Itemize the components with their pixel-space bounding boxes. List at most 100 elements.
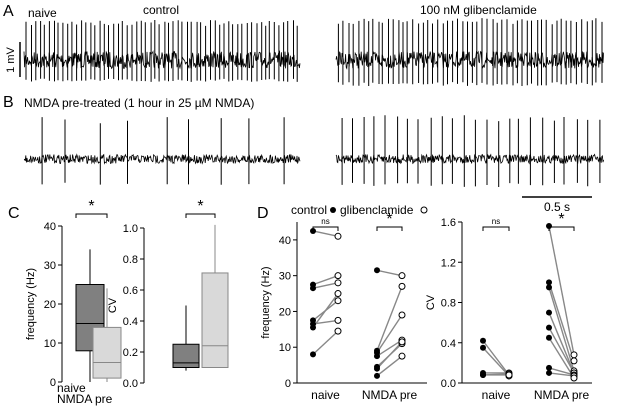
legend-control: control	[291, 203, 327, 217]
d-freq-glib-point	[334, 272, 342, 280]
d-freq-y-tick-label: 0	[285, 378, 291, 390]
panel-label-b: B	[3, 94, 14, 111]
d-freq-glib-point	[334, 327, 342, 335]
row-b-label: NMDA pre-treated (1 hour in 25 µM NMDA)	[24, 96, 254, 110]
trace-nmda-glibenclamide-spikes	[341, 115, 601, 187]
c-freq-significance-label: *	[88, 198, 94, 215]
legend-naive: naive	[57, 381, 86, 395]
d-cv-pair-line	[548, 225, 575, 355]
d-cv-category-label: naive	[482, 388, 511, 402]
d-freq-glib-point	[398, 272, 406, 280]
legend-glibenclamide-marker	[420, 206, 428, 214]
d-cv-pair-line	[548, 287, 575, 372]
c-cv-y-label: CV	[107, 297, 119, 313]
d-cv-y-label: CV	[425, 294, 437, 310]
d-freq-control-point	[374, 353, 380, 360]
d-freq-control-point	[310, 351, 316, 358]
c-cv-y-tick-label: 1.0	[123, 223, 138, 235]
d-cv-y-tick-label: 0.0	[441, 378, 456, 390]
d-cv-control-point	[546, 284, 552, 291]
c-cv-y-tick-label: 0.6	[123, 285, 138, 297]
d-freq-control-point	[374, 267, 380, 274]
d-cv-1-significance-bracket	[548, 226, 575, 231]
legend-glibenclamide: glibenclamide	[340, 203, 414, 217]
d-cv-0-significance-label: ns	[492, 217, 500, 226]
d-freq-1-significance-bracket	[376, 226, 403, 231]
d-cv-pair-line	[548, 312, 575, 374]
d-freq-pair-line	[376, 269, 403, 277]
c-cv-nmda-box	[201, 272, 229, 369]
c-cv-y-tick-label: 0.0	[123, 378, 138, 390]
d-cv-control-point	[546, 324, 552, 331]
legend-nmda-pre: NMDA pre	[57, 392, 113, 406]
d-freq-1-significance-label: *	[386, 211, 392, 228]
panel-label-c: C	[8, 205, 20, 222]
voltage-scale-label: 1 mV	[5, 47, 17, 73]
c-cv-y-tick-label: 0.2	[123, 347, 138, 359]
d-freq-0-significance-bracket	[312, 226, 339, 231]
d-freq-glib-point	[398, 282, 406, 290]
d-freq-glib-point	[398, 352, 406, 360]
c-freq-y-tick-label: 0	[50, 377, 56, 389]
trace-naive-control-noise	[23, 50, 301, 70]
d-freq-control-point	[310, 324, 316, 331]
c-freq-nmda-box	[92, 326, 122, 379]
trace-nmda-control-spikes	[41, 117, 285, 185]
d-cv-pair-line	[548, 372, 575, 377]
c-freq-y-tick-label: 30	[44, 260, 56, 272]
d-freq-glib-point	[398, 338, 406, 346]
d-freq-y-tick-label: 10	[279, 342, 291, 354]
d-freq-y-label: frequency (Hz)	[260, 266, 272, 338]
voltage-traces	[23, 18, 604, 187]
d-freq-glib-point	[334, 279, 342, 287]
trace-naive-glibenclamide-spikes	[337, 18, 603, 86]
d-cv-glib-point	[570, 357, 578, 365]
glibenclamide-label: 100 nM glibenclamide	[420, 3, 537, 17]
d-freq-pair-line	[376, 341, 403, 370]
c-freq-y-tick-label: 20	[44, 299, 56, 311]
d-cv-control-point	[546, 279, 552, 286]
d-freq-glib-point	[398, 311, 406, 319]
row-a-label: naive	[28, 6, 57, 20]
d-cv-control-point	[546, 364, 552, 371]
d-cv-1-significance-label: *	[558, 211, 564, 228]
d-freq-y-tick-label: 20	[279, 306, 291, 318]
d-freq-pair-line	[312, 230, 339, 237]
d-cv-pair-line	[548, 367, 575, 376]
d-freq-pair-line	[376, 355, 403, 377]
c-cv-significance-label: *	[197, 198, 203, 215]
d-freq-category-label: NMDA pre	[362, 388, 418, 402]
d-cv-y-tick-label: 0.8	[441, 298, 456, 310]
trace-nmda-control-noise	[23, 153, 301, 165]
d-freq-pair-line	[312, 293, 339, 328]
d-cv-control-point	[480, 344, 486, 351]
d-cv-control-point	[480, 371, 486, 378]
c-freq-y-tick-label: 10	[44, 338, 56, 350]
c-freq-y-label: frequency (Hz)	[25, 268, 37, 340]
d-freq-pair-line	[312, 275, 339, 286]
d-freq-pair-line	[312, 282, 339, 289]
d-cv-y-tick-label: 1.2	[441, 257, 456, 269]
d-freq-pair-line	[376, 314, 403, 353]
d-freq-glib-point	[334, 232, 342, 240]
control-label: control	[143, 3, 179, 17]
panel-label-a: A	[3, 3, 14, 20]
d-freq-pair-line	[376, 286, 403, 352]
d-freq-glib-point	[334, 290, 342, 298]
c-cv-y-tick-label: 0.8	[123, 254, 138, 266]
d-cv-control-point	[546, 334, 552, 341]
d-cv-control-point	[546, 369, 552, 376]
legend-control-marker	[330, 207, 336, 213]
d-cv-pair-line	[548, 327, 575, 374]
d-cv-pair-line	[482, 347, 510, 377]
d-cv-y-tick-label: 1.6	[441, 217, 456, 229]
d-cv-glib-point	[570, 374, 578, 382]
d-cv-category-label: NMDA pre	[534, 388, 590, 402]
d-freq-control-point	[374, 372, 380, 379]
c-freq-y-tick-label: 40	[44, 221, 56, 233]
d-freq-y-tick-label: 40	[279, 235, 291, 247]
d-cv-control-point	[546, 223, 552, 230]
d-freq-glib-point	[334, 316, 342, 324]
